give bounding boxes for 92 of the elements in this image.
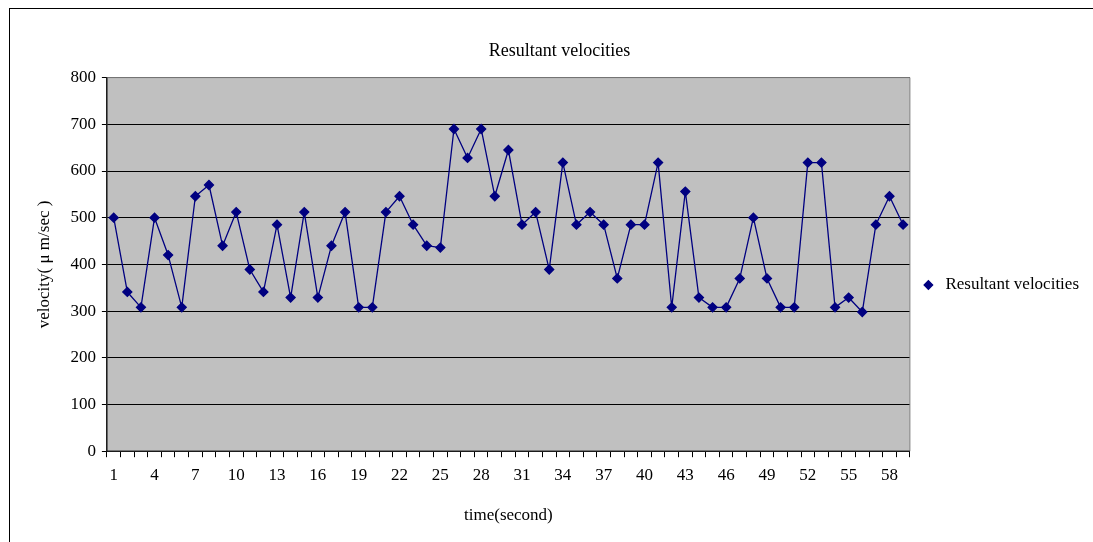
point: [435, 242, 446, 253]
point: [707, 302, 718, 313]
point: [462, 152, 473, 164]
point: [135, 302, 147, 313]
point: [857, 306, 868, 318]
point: [353, 302, 364, 313]
x-tick-label: 19: [350, 464, 368, 484]
point: [516, 219, 528, 230]
x-tick-label: 7: [191, 464, 201, 484]
x-tick-label: 31: [513, 464, 531, 484]
point: [231, 206, 242, 218]
point: [775, 302, 786, 313]
point: [421, 240, 432, 251]
x-tick-label: 13: [268, 464, 286, 484]
point: [407, 219, 419, 230]
y-axis-title: velocity( μ m/sec ): [33, 200, 53, 329]
point: [176, 302, 187, 313]
point: [761, 273, 773, 284]
point: [258, 286, 269, 298]
point: [339, 206, 351, 218]
point: [489, 191, 500, 202]
chart-title: Resultant velocities: [488, 39, 631, 60]
point: [571, 219, 582, 230]
point: [394, 191, 405, 202]
x-tick-label: 40: [636, 464, 653, 484]
point: [816, 157, 827, 168]
point: [721, 302, 732, 313]
x-tick-label: 55: [840, 464, 858, 484]
point: [203, 179, 215, 191]
point: [149, 212, 160, 223]
point: [734, 273, 745, 284]
y-tick-label: 600: [70, 160, 96, 180]
point: [843, 292, 854, 303]
point: [530, 206, 541, 218]
point: [884, 191, 895, 202]
point: [476, 123, 487, 135]
point: [108, 212, 119, 223]
point: [312, 292, 324, 303]
x-tick-label: 37: [595, 464, 613, 484]
point: [639, 219, 650, 230]
point: [748, 212, 759, 223]
y-tick-label: 200: [70, 347, 96, 367]
point: [598, 219, 609, 230]
x-tick-label: 28: [472, 464, 490, 484]
x-tick-label: 43: [676, 464, 694, 484]
point: [326, 240, 337, 251]
point: [680, 186, 691, 197]
point: [190, 191, 201, 202]
point: [666, 302, 677, 313]
point: [367, 302, 378, 313]
point: [503, 144, 514, 156]
point: [870, 219, 882, 230]
x-tick-label: 46: [717, 464, 735, 484]
point: [652, 157, 664, 168]
y-tick-label: 100: [70, 393, 96, 413]
point: [612, 273, 623, 284]
point: [693, 292, 705, 303]
point: [625, 219, 637, 230]
x-tick-label: 22: [391, 464, 409, 484]
x-tick-label: 34: [554, 464, 572, 484]
x-tick-label: 1: [109, 464, 118, 484]
point: [544, 264, 555, 275]
point: [448, 123, 460, 135]
x-tick-label: 52: [799, 464, 817, 484]
legend-label: Resultant velocities: [945, 274, 1079, 294]
point: [244, 264, 255, 275]
y-tick-label: 700: [70, 113, 96, 133]
x-tick-label: 49: [758, 464, 776, 484]
point: [584, 206, 596, 218]
x-tick-label: 58: [880, 464, 898, 484]
point: [271, 219, 283, 230]
y-tick-label: 800: [70, 67, 96, 87]
point: [299, 206, 310, 218]
point: [217, 240, 228, 251]
point: [163, 249, 174, 261]
point: [802, 157, 813, 168]
point: [789, 302, 800, 313]
x-tick-label: 4: [150, 464, 160, 484]
point: [122, 286, 133, 298]
y-tick-label: 0: [87, 440, 96, 460]
point: [557, 157, 568, 168]
y-tick-label: 500: [70, 207, 96, 227]
x-tick-label: 16: [309, 464, 327, 484]
x-tick-label: 10: [227, 464, 245, 484]
y-tick-label: 300: [70, 300, 96, 320]
point: [897, 219, 909, 230]
point: [829, 302, 841, 313]
x-axis-title: time(second): [464, 505, 553, 525]
point: [285, 292, 296, 303]
x-tick-label: 25: [431, 464, 449, 484]
point: [380, 206, 392, 218]
y-tick-label: 400: [70, 253, 96, 273]
